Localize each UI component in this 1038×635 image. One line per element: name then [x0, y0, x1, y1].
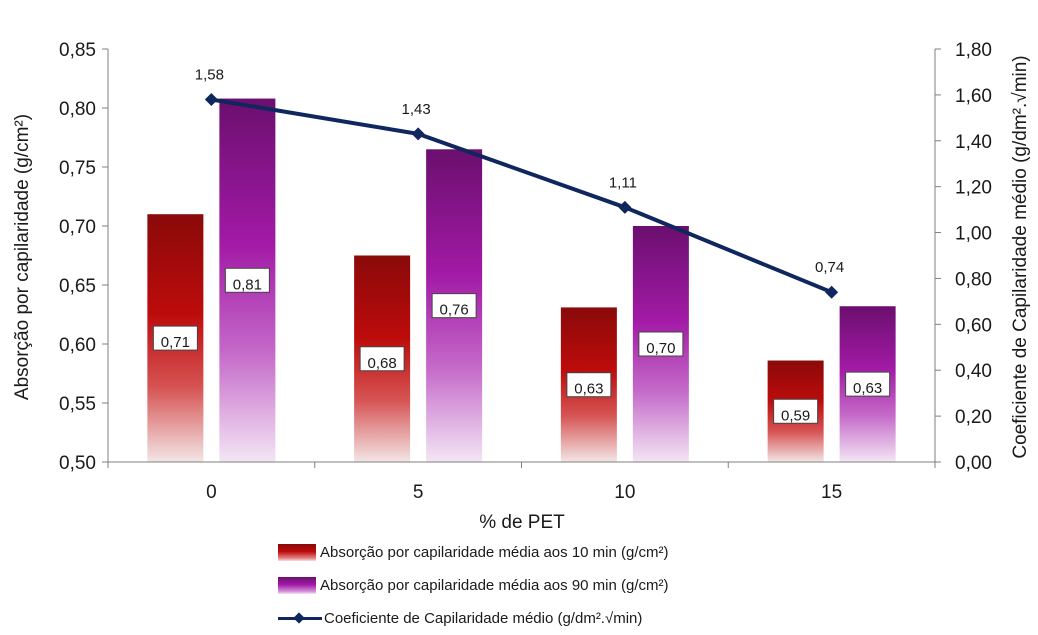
line-point-0	[204, 92, 218, 106]
line-label-0: 1,58	[195, 66, 224, 83]
legend-item-bar90: Absorção por capilaridade média aos 90 m…	[278, 569, 838, 602]
legend-item-line: Coeficiente de Capilaridade médio (g/dm²…	[278, 602, 838, 635]
y-tick-label-5: 0,75	[59, 158, 96, 179]
y2-tick-label-1: 0,20	[955, 407, 992, 428]
legend-swatch-bar90	[278, 577, 316, 594]
y-tick-label-7: 0,85	[59, 40, 96, 61]
y-tick-label-2: 0,60	[59, 335, 96, 356]
y2-tick-label-0: 0,00	[955, 453, 992, 474]
line-label-15: 0,74	[815, 259, 844, 276]
x-tick-label-15: 15	[821, 482, 842, 503]
legend-label-bar90: Absorção por capilaridade média aos 90 m…	[320, 577, 669, 594]
y-tick-label-4: 0,70	[59, 217, 96, 238]
bar-label-box-s1-0	[224, 267, 270, 293]
legend-swatch-line	[278, 610, 322, 627]
bar-label-s0-10: 0,63	[574, 381, 603, 398]
bar-label-s0-0: 0,71	[161, 334, 190, 351]
y2-tick-label-3: 0,60	[955, 315, 992, 336]
y-tick-label-6: 0,80	[59, 99, 96, 120]
bar-label-s0-5: 0,68	[368, 355, 397, 372]
y2-axis-label: Coeficiente de Capilaridade médio (g/dm²…	[1010, 55, 1031, 458]
bar-label-s1-0: 0,81	[233, 276, 262, 293]
bar-label-box-s0-0	[152, 325, 198, 351]
legend-label-bar10: Absorção por capilaridade média aos 10 m…	[320, 544, 669, 561]
bar-label-box-s1-15	[845, 371, 891, 397]
y2-tick-label-2: 0,40	[955, 361, 992, 382]
y2-tick-label-4: 0,80	[955, 269, 992, 290]
legend-label-line: Coeficiente de Capilaridade médio (g/dm²…	[324, 610, 643, 627]
legend-item-bar10: Absorção por capilaridade média aos 10 m…	[278, 536, 838, 569]
line-label-5: 1,43	[402, 101, 431, 118]
y-tick-label-0: 0,50	[59, 453, 96, 474]
bar-label-box-s0-10	[566, 372, 612, 398]
bar-label-box-s1-5	[431, 293, 477, 319]
x-tick-label-0: 0	[206, 482, 217, 503]
legend: Absorção por capilaridade média aos 10 m…	[278, 536, 838, 635]
bar-label-s1-15: 0,63	[853, 380, 882, 397]
bar-label-s1-10: 0,70	[646, 340, 675, 357]
line-series	[211, 97, 833, 295]
line-point-5	[411, 127, 425, 141]
legend-swatch-bar10	[278, 544, 316, 561]
y2-tick-label-9: 1,80	[955, 40, 992, 61]
y-tick-label-1: 0,55	[59, 394, 96, 415]
y-tick-label-3: 0,65	[59, 276, 96, 297]
x-axis-label: % de PET	[479, 512, 565, 533]
x-tick-label-10: 10	[614, 482, 635, 503]
y2-tick-label-8: 1,60	[955, 86, 992, 107]
y2-tick-label-7: 1,40	[955, 132, 992, 153]
bar-label-s1-5: 0,76	[440, 302, 469, 319]
y2-tick-label-6: 1,20	[955, 178, 992, 199]
y-axis-label: Absorção por capilaridade (g/cm²)	[12, 114, 33, 400]
x-tick-label-5: 5	[413, 482, 424, 503]
bar-label-box-s1-10	[638, 331, 684, 357]
line-label-10: 1,11	[609, 174, 637, 191]
bar-label-s0-15: 0,59	[781, 407, 810, 424]
y2-tick-label-5: 1,00	[955, 224, 992, 245]
bar-label-box-s0-15	[773, 398, 819, 424]
bar-label-box-s0-5	[359, 346, 405, 372]
line-point-10	[618, 200, 632, 214]
line-point-15	[825, 285, 839, 299]
